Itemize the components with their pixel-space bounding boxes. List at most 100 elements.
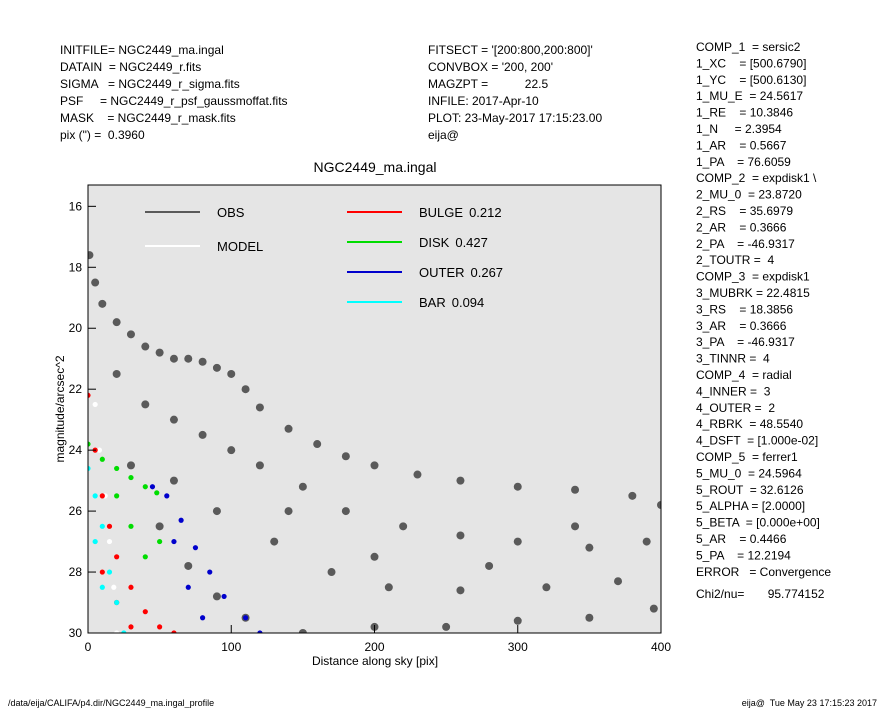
point: [628, 491, 637, 500]
point: [112, 318, 121, 327]
point: [106, 569, 113, 575]
parameter-line: COMP_2 = expdisk1 \: [696, 171, 817, 185]
point: [255, 461, 264, 470]
parameter-line: COMP_3 = expdisk1: [696, 270, 810, 284]
point: [128, 624, 134, 630]
point: [313, 440, 322, 449]
point: [542, 583, 551, 592]
point: [370, 461, 379, 470]
y-tick-label: 16: [69, 199, 83, 213]
point: [513, 482, 522, 491]
point: [126, 330, 135, 339]
point: [270, 537, 279, 546]
parameter-line: 1_YC = [500.6130]: [696, 73, 806, 87]
point: [207, 569, 213, 575]
point: [485, 561, 494, 570]
point: [114, 554, 120, 560]
parameter-line: 5_ROUT = 32.6126: [696, 483, 804, 497]
point: [642, 537, 651, 546]
parameter-line: 3_PA = -46.9317: [696, 335, 795, 349]
header-line: FITSECT = '[200:800,200:800]': [428, 43, 593, 57]
point: [154, 490, 160, 496]
parameter-line: 1_RE = 10.3846: [696, 106, 793, 120]
legend-fraction: 0.212: [469, 205, 502, 220]
parameter-line: 4_RBRK = 48.5540: [696, 417, 803, 431]
parameter-line: 3_AR = 0.3666: [696, 319, 787, 333]
legend-label: OBS: [217, 205, 245, 220]
legend-label: OUTER 0.267: [419, 265, 503, 280]
point: [242, 615, 249, 621]
point: [126, 461, 135, 470]
header-line: INITFILE= NGC2449_ma.ingal: [60, 43, 224, 57]
x-tick-label: 200: [364, 640, 384, 654]
point: [99, 493, 105, 499]
parameter-line: 2_PA = -46.9317: [696, 237, 795, 251]
header-line: SIGMA = NGC2449_r_sigma.fits: [60, 77, 240, 91]
point: [384, 583, 393, 592]
point: [184, 561, 193, 570]
point: [98, 299, 107, 308]
parameter-line: COMP_4 = radial: [696, 368, 792, 382]
point: [571, 485, 580, 494]
point: [298, 482, 307, 491]
point: [341, 452, 350, 461]
parameter-line: 1_PA = 76.6059: [696, 155, 791, 169]
point: [88, 251, 94, 260]
point: [142, 554, 148, 560]
point: [157, 624, 163, 630]
y-tick-label: 24: [69, 443, 83, 457]
point: [513, 616, 522, 625]
point: [155, 522, 164, 531]
point: [571, 522, 580, 531]
point: [99, 584, 105, 590]
point: [91, 278, 100, 287]
x-tick-label: 400: [651, 640, 671, 654]
point: [114, 599, 120, 606]
parameter-line: 1_AR = 0.5667: [696, 138, 787, 152]
legend-name: BULGE: [419, 205, 463, 220]
header-line: eija@: [428, 128, 459, 142]
point: [192, 545, 199, 551]
parameter-line: COMP_5 = ferrer1: [696, 450, 798, 464]
point: [128, 523, 134, 529]
parameter-line: 5_BETA = [0.000e+00]: [696, 516, 820, 530]
point: [257, 630, 263, 633]
point: [92, 493, 98, 499]
parameter-line: 5_MU_0 = 24.5964: [696, 466, 802, 480]
point: [128, 474, 134, 481]
y-tick-label: 26: [69, 504, 83, 518]
point: [200, 615, 206, 621]
point: [399, 522, 408, 531]
legend-name: OUTER: [419, 265, 465, 280]
point: [112, 369, 121, 378]
y-tick-label: 30: [69, 626, 83, 640]
legend-fraction: 0.427: [455, 235, 488, 250]
parameter-line: ERROR = Convergence: [696, 565, 831, 579]
parameter-line: 1_XC = [500.6790]: [696, 56, 806, 70]
point: [157, 538, 163, 545]
point: [198, 357, 207, 366]
point: [198, 430, 207, 439]
point: [255, 403, 264, 412]
header-line: DATAIN = NGC2449_r.fits: [60, 60, 201, 74]
plot-frame: [87, 184, 662, 634]
x-tick-label: 100: [221, 640, 241, 654]
point: [169, 354, 178, 363]
point: [88, 441, 91, 447]
point: [169, 476, 178, 485]
point: [614, 577, 623, 586]
point: [241, 385, 250, 394]
parameter-line: 4_DSFT = [1.000e-02]: [696, 434, 818, 448]
point: [106, 523, 113, 529]
plot-background: [88, 185, 661, 633]
point: [111, 584, 117, 590]
y-axis-label: magnitude/arcsec^2: [53, 355, 67, 462]
point: [456, 476, 465, 485]
footer-path: /data/eija/CALIFA/p4.dir/NGC2449_ma.inga…: [8, 698, 214, 708]
point: [649, 604, 658, 613]
point: [284, 424, 293, 433]
chart-title: NGC2449_ma.ingal: [314, 159, 437, 175]
parameter-line: 5_AR = 0.4466: [696, 532, 787, 546]
parameter-line: 3_MUBRK = 22.4815: [696, 286, 810, 300]
point: [106, 538, 113, 545]
